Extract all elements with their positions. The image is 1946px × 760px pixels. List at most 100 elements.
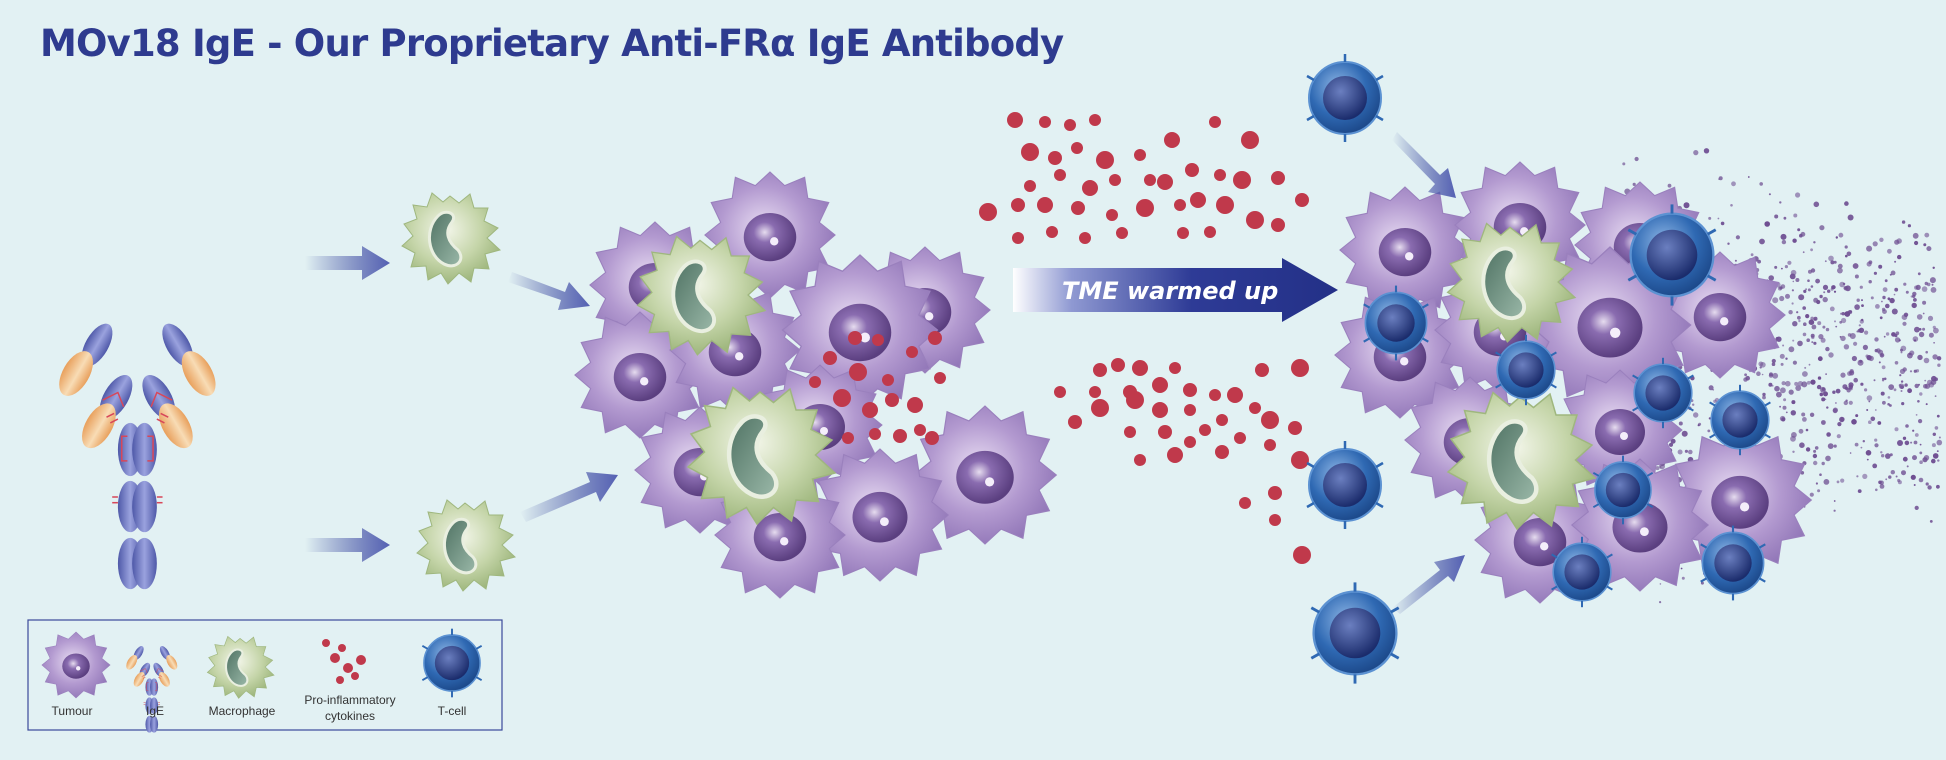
debris-particle	[1810, 248, 1813, 252]
debris-particle	[1780, 387, 1786, 394]
debris-particle	[1659, 463, 1665, 470]
debris-particle	[1917, 400, 1920, 403]
debris-particle	[1655, 466, 1660, 471]
debris-particle	[1791, 302, 1794, 305]
debris-particle	[1924, 379, 1927, 382]
debris-particle	[1833, 500, 1836, 502]
debris-particle	[1802, 251, 1805, 254]
debris-particle	[1708, 385, 1714, 391]
debris-particle	[1798, 294, 1805, 301]
debris-particle	[1813, 341, 1817, 345]
debris-particle	[1837, 422, 1842, 427]
debris-particle	[1684, 449, 1688, 453]
debris-particle	[1817, 489, 1821, 493]
debris-particle	[1840, 478, 1845, 483]
debris-particle	[1833, 509, 1836, 512]
debris-particle	[1853, 341, 1858, 346]
debris-particle	[1865, 450, 1872, 456]
debris-particle	[1826, 432, 1831, 437]
debris-particle	[1771, 358, 1776, 364]
debris-particle	[1720, 221, 1725, 226]
debris-particle	[1797, 315, 1801, 320]
debris-particle	[1915, 284, 1921, 290]
debris-particle	[1813, 449, 1817, 453]
debris-particle	[1792, 321, 1798, 327]
debris-particle	[1934, 426, 1939, 430]
debris-particle	[1840, 372, 1846, 378]
debris-particle	[1792, 450, 1795, 453]
debris-particle	[1840, 417, 1845, 422]
debris-particle	[1807, 288, 1811, 292]
debris-particle	[1785, 357, 1788, 360]
debris-particle	[1774, 385, 1780, 392]
debris-particle	[1805, 288, 1808, 291]
debris-particle	[1813, 201, 1820, 208]
diagram-title: MOv18 IgE - Our Proprietary Anti-FRα IgE…	[40, 22, 1064, 65]
legend-cytokines-icon	[322, 639, 366, 684]
debris-particle	[1909, 370, 1913, 373]
debris-particle	[1813, 318, 1817, 321]
debris-particle	[1775, 336, 1779, 340]
debris-particle	[1887, 403, 1890, 406]
debris-particle	[1808, 363, 1811, 366]
debris-particle	[1842, 384, 1848, 390]
debris-particle	[1805, 447, 1811, 452]
debris-particle	[1834, 320, 1836, 323]
debris-particle	[1912, 291, 1917, 297]
debris-particle	[1781, 239, 1787, 245]
debris-particle	[1667, 183, 1672, 188]
debris-particle	[1903, 282, 1907, 286]
debris-particle	[1873, 379, 1876, 382]
debris-particle	[1802, 332, 1807, 337]
debris-particle	[1823, 391, 1828, 397]
debris-particle	[1807, 279, 1810, 283]
debris-particle	[1808, 319, 1815, 326]
debris-particle	[1792, 339, 1795, 342]
debris-particle	[1809, 492, 1814, 497]
debris-particle	[1821, 420, 1826, 425]
debris-particle	[1832, 390, 1836, 394]
debris-particle	[1768, 193, 1771, 196]
debris-particle	[1794, 381, 1799, 386]
debris-particle	[1851, 355, 1857, 362]
debris-particle	[1731, 181, 1736, 187]
debris-particle	[1848, 400, 1853, 405]
debris-particle	[1791, 289, 1794, 292]
debris-particle	[1889, 297, 1895, 304]
debris-particle	[1918, 419, 1923, 424]
debris-particle	[1783, 216, 1787, 220]
debris-particle	[1919, 392, 1923, 396]
debris-particle	[1774, 265, 1778, 269]
debris-particle	[1923, 357, 1930, 364]
debris-particle	[1874, 409, 1877, 411]
debris-particle	[1894, 337, 1901, 343]
debris-particle	[1780, 284, 1786, 289]
debris-particle	[1779, 415, 1786, 422]
debris-particle	[1824, 260, 1827, 263]
cytokines-lower	[1054, 358, 1311, 564]
debris-particle	[1779, 353, 1785, 359]
debris-particle	[1793, 213, 1798, 218]
debris-particle	[1810, 379, 1816, 385]
debris-particle	[1838, 232, 1844, 238]
debris-particle	[1848, 382, 1854, 388]
debris-particle	[1924, 232, 1930, 238]
debris-particle	[1861, 299, 1863, 302]
debris-particle	[1895, 331, 1900, 336]
debris-particle	[1804, 366, 1807, 369]
debris-particle	[1825, 346, 1830, 352]
debris-particle	[1923, 384, 1928, 389]
debris-particle	[1843, 344, 1850, 350]
debris-particle	[1830, 260, 1835, 265]
debris-particle	[1862, 473, 1868, 479]
debris-particle	[1790, 410, 1797, 416]
debris-particle	[1896, 238, 1902, 244]
debris-particle	[1874, 443, 1879, 448]
debris-particle	[1882, 377, 1885, 380]
debris-particle	[1841, 317, 1847, 324]
debris-particle	[1864, 330, 1869, 335]
debris-particle	[1805, 314, 1810, 319]
debris-particle	[1914, 240, 1919, 246]
debris-particle	[1879, 484, 1885, 489]
